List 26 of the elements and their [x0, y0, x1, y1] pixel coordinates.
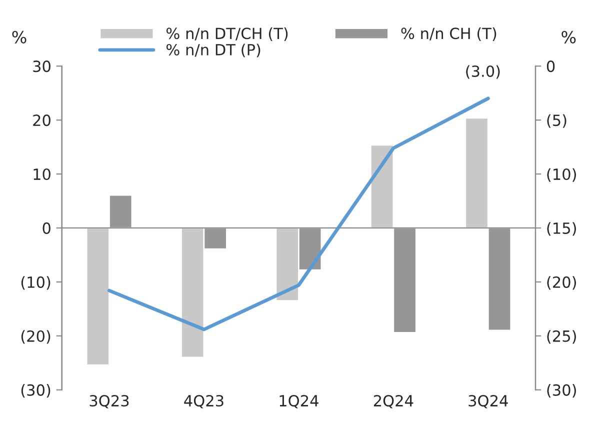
y2-tick-label: (25)	[547, 330, 576, 344]
y2-tick-label: (10)	[547, 168, 576, 182]
x-tick-label: 4Q23	[184, 394, 224, 408]
y2-tick-label: 0	[546, 60, 555, 72]
y-tick-label: (10)	[21, 276, 50, 290]
y2-tick-label: (30)	[547, 384, 576, 398]
y-tick-label: (20)	[21, 330, 50, 344]
y2-axis-title: %	[562, 30, 576, 44]
legend-label: % n/n DT (P)	[166, 44, 260, 58]
legend-label: % n/n CH (T)	[401, 27, 496, 41]
y2-tick-label: (15)	[547, 222, 576, 236]
legend-label: % n/n DT/CH (T)	[166, 27, 288, 41]
x-tick-label: 1Q24	[280, 394, 318, 408]
y-tick-label: (30)	[21, 384, 50, 398]
y-tick-label: 30	[33, 60, 50, 72]
line-series	[108, 96, 490, 332]
y-tick-label: 10	[34, 168, 50, 180]
x-tick-label: 2Q24	[374, 394, 414, 408]
y2-tick-label: (20)	[547, 276, 576, 290]
x-tick-label: 3Q24	[468, 394, 508, 408]
y2-tick-label: (5)	[547, 114, 566, 128]
y-tick-label: 20	[33, 114, 50, 126]
x-tick-label: 3Q23	[90, 394, 129, 408]
annotation: (3.0)	[466, 65, 500, 79]
y-axis-title: %	[12, 30, 26, 44]
y-tick-label: 0	[42, 222, 50, 234]
